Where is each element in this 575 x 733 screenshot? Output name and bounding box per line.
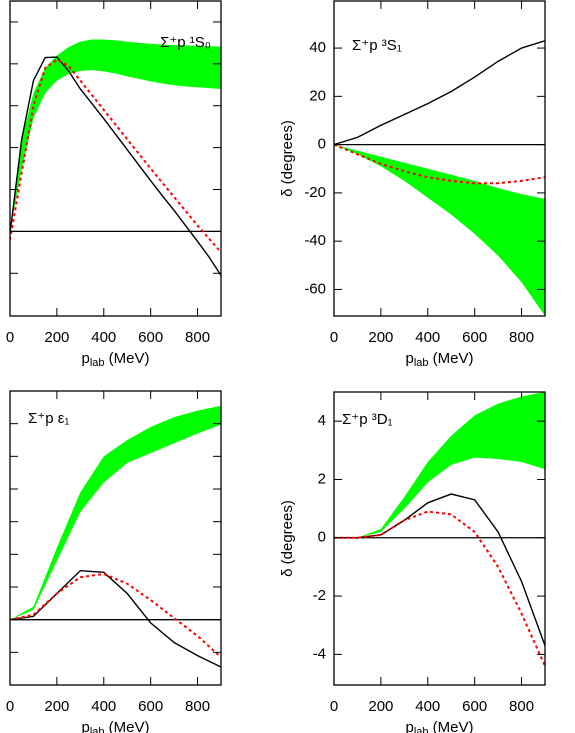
- x-axis-label-part: p: [81, 719, 89, 733]
- x-tick-label: 600: [462, 698, 487, 715]
- x-axis-label-part: lab: [414, 726, 429, 733]
- panel-title: Σ⁺p ³D₁: [342, 411, 393, 428]
- x-tick-label: 400: [415, 329, 440, 346]
- y-tick-label: -2: [313, 587, 326, 604]
- frame: [9, 0, 222, 317]
- y-tick-label: -20: [304, 184, 326, 201]
- y-tick-label: 20: [309, 87, 326, 104]
- x-tick-label: 800: [185, 329, 210, 346]
- model-curve: [10, 56, 221, 276]
- x-tick-label: 600: [462, 329, 487, 346]
- panel: 0 200 400 600 800 plab (MeV) Σ⁺p ¹S₀: [6, 0, 222, 369]
- x-axis-label: plab (MeV): [405, 350, 473, 369]
- y-tick-label: -60: [304, 280, 326, 297]
- x-axis-label: plab (MeV): [81, 350, 149, 369]
- x-axis-label-part: (MeV): [105, 350, 150, 367]
- model-curve: [334, 493, 545, 646]
- model-curve: [10, 569, 221, 668]
- y-tick-label: 0: [318, 136, 326, 153]
- plot-area: [334, 40, 545, 316]
- x-axis-label-part: p: [405, 719, 413, 733]
- uncertainty-band: [334, 392, 545, 538]
- x-axis-label-part: lab: [90, 726, 105, 733]
- panel: 0 200 400 600 800 -60 -40 -20 0 20 40 plab (MeV) δ (…: [279, 0, 546, 369]
- uncertainty-band: [334, 144, 545, 316]
- y-tick-label: 2: [318, 470, 326, 487]
- x-tick-label: 400: [91, 698, 116, 715]
- panel-title: Σ⁺p ³S₁: [352, 37, 402, 54]
- frame: [333, 391, 546, 686]
- x-tick-label: 800: [185, 698, 210, 715]
- x-tick-label: 200: [368, 329, 393, 346]
- x-tick-label: 0: [330, 698, 338, 715]
- x-axis-label-part: p: [405, 350, 413, 367]
- panel-title: Σ⁺p ¹S₀: [160, 34, 211, 51]
- uncertainty-band: [10, 405, 221, 620]
- x-tick-label: 0: [6, 329, 14, 346]
- y-tick-label: -40: [304, 232, 326, 249]
- x-axis-label-part: (MeV): [429, 350, 474, 367]
- panel-title: Σ⁺p ε₁: [28, 410, 69, 427]
- x-axis-label-part: (MeV): [429, 719, 474, 733]
- panel: 0 200 400 600 800 plab (MeV) Σ⁺p ε₁: [6, 390, 222, 733]
- frame: [333, 0, 546, 317]
- y-tick-label: 4: [318, 412, 326, 429]
- model-curve: [334, 40, 545, 146]
- x-tick-label: 400: [91, 329, 116, 346]
- uncertainty-band: [10, 39, 221, 232]
- plot-area: [10, 405, 221, 668]
- frame: [9, 390, 222, 686]
- model-curve-dotted: [10, 58, 221, 253]
- model-curve-dotted: [10, 572, 221, 658]
- x-tick-label: 400: [415, 698, 440, 715]
- y-tick-label: 0: [318, 529, 326, 546]
- x-tick-label: 600: [138, 698, 163, 715]
- model-curve-dotted: [334, 143, 545, 185]
- x-axis-label-part: lab: [414, 357, 429, 369]
- plot-area: [10, 39, 221, 276]
- x-tick-label: 200: [368, 698, 393, 715]
- x-tick-label: 0: [330, 329, 338, 346]
- x-tick-label: 0: [6, 698, 14, 715]
- plot-area: [334, 392, 545, 667]
- x-tick-label: 800: [509, 698, 534, 715]
- x-tick-label: 800: [509, 329, 534, 346]
- y-tick-label: -4: [313, 645, 326, 662]
- x-axis-label-part: (MeV): [105, 719, 150, 733]
- panel: 0 200 400 600 800 -4 -2 0 2 4 plab (MeV) δ (degrees…: [279, 391, 546, 733]
- x-axis-label: plab (MeV): [405, 719, 473, 733]
- x-tick-label: 200: [44, 698, 69, 715]
- x-tick-label: 600: [138, 329, 163, 346]
- x-axis-label-part: p: [81, 350, 89, 367]
- x-axis-label: plab (MeV): [81, 719, 149, 733]
- y-axis-label: δ (degrees): [279, 120, 296, 197]
- x-tick-label: 200: [44, 329, 69, 346]
- y-tick-label: 40: [309, 39, 326, 56]
- x-axis-label-part: lab: [90, 357, 105, 369]
- y-axis-label: δ (degrees): [279, 500, 296, 577]
